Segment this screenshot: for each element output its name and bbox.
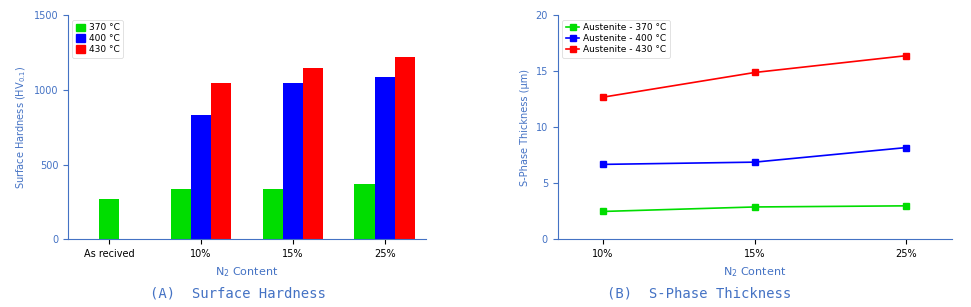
- Bar: [395, 57, 415, 239]
- Line: Austenite - 400 °C: Austenite - 400 °C: [600, 145, 909, 167]
- Austenite - 400 °C: [749, 160, 760, 164]
- Text: (A)  Surface Hardness: (A) Surface Hardness: [150, 287, 326, 301]
- Bar: [375, 77, 395, 239]
- Text: (B)  S-Phase Thickness: (B) S-Phase Thickness: [607, 287, 791, 301]
- Austenite - 430 °C: [900, 54, 912, 57]
- Legend: Austenite - 370 °C, Austenite - 400 °C, Austenite - 430 °C: Austenite - 370 °C, Austenite - 400 °C, …: [562, 20, 670, 58]
- Bar: [212, 83, 231, 239]
- Line: Austenite - 430 °C: Austenite - 430 °C: [600, 53, 909, 100]
- X-axis label: N$_2$ Content: N$_2$ Content: [723, 265, 787, 278]
- Y-axis label: Surface Hardness (HV$_{0.1}$): Surface Hardness (HV$_{0.1}$): [15, 66, 28, 189]
- Bar: [171, 189, 191, 239]
- Austenite - 400 °C: [900, 146, 912, 150]
- Bar: [354, 184, 375, 239]
- Bar: [99, 199, 119, 239]
- Line: Austenite - 370 °C: Austenite - 370 °C: [600, 203, 909, 214]
- Legend: 370 °C, 400 °C, 430 °C: 370 °C, 400 °C, 430 °C: [73, 20, 123, 58]
- Austenite - 370 °C: [597, 210, 609, 213]
- Austenite - 430 °C: [749, 71, 760, 74]
- Austenite - 370 °C: [749, 205, 760, 209]
- Austenite - 400 °C: [597, 162, 609, 166]
- X-axis label: N$_2$ Content: N$_2$ Content: [216, 265, 279, 278]
- Bar: [303, 68, 323, 239]
- Bar: [191, 115, 212, 239]
- Austenite - 430 °C: [597, 95, 609, 99]
- Bar: [283, 83, 303, 239]
- Y-axis label: S-Phase Thickness (μm): S-Phase Thickness (μm): [520, 69, 530, 186]
- Bar: [262, 189, 283, 239]
- Austenite - 370 °C: [900, 204, 912, 208]
